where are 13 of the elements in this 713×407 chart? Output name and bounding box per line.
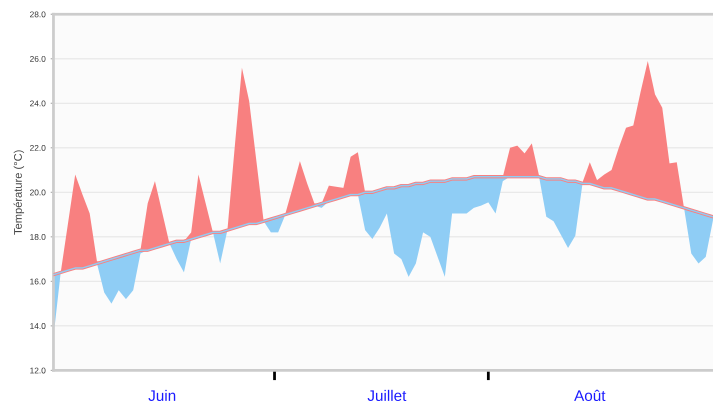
y-tick-label: 20.0 [30, 190, 46, 196]
y-tick-label: 24.0 [30, 100, 46, 106]
y-axis-title: Température (°C) [14, 150, 24, 235]
x-tick-label: Juin [148, 390, 176, 402]
y-tick-label: 14.0 [30, 323, 46, 329]
y-tick-label: 22.0 [30, 144, 46, 151]
x-tick-label: Juillet [368, 390, 406, 402]
y-tick-label: 28.0 [30, 11, 46, 18]
y-tick-label: 18.0 [30, 234, 46, 240]
x-tick-label: Août [574, 390, 606, 402]
y-tick-label: 12.0 [30, 368, 46, 374]
y-tick-label: 26.0 [30, 56, 46, 62]
y-tick-label: 16.0 [30, 278, 46, 284]
